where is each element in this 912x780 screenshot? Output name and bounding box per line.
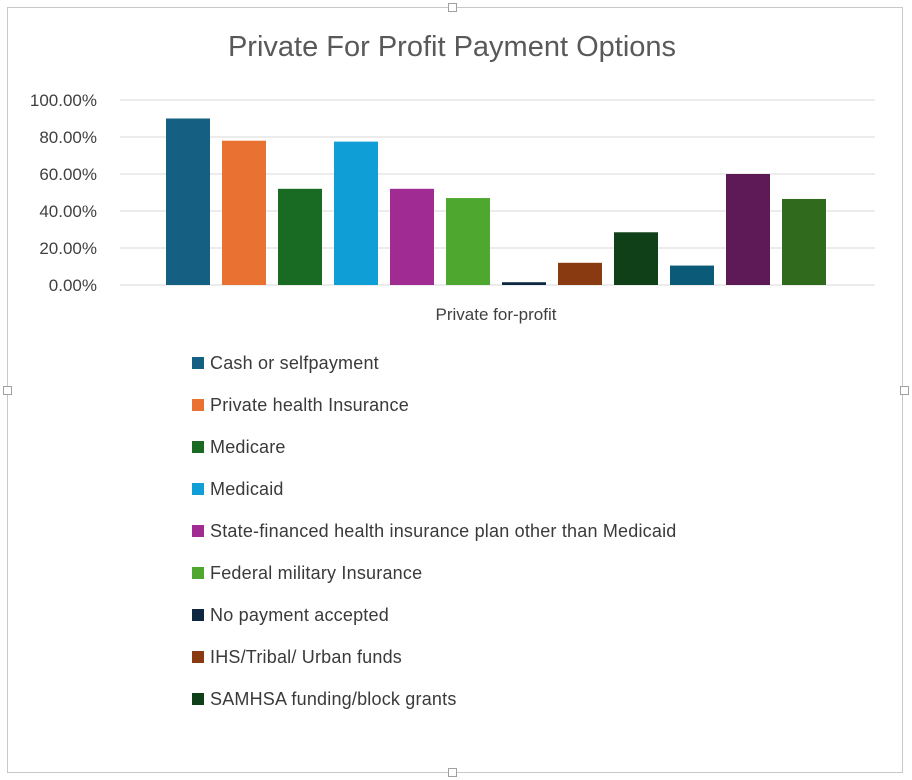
resize-handle-bottom[interactable] — [448, 768, 457, 777]
legend-entry[interactable]: State-financed health insurance plan oth… — [192, 519, 677, 543]
legend-entry[interactable]: IHS/Tribal/ Urban funds — [192, 645, 677, 669]
legend-entry[interactable]: Cash or selfpayment — [192, 351, 677, 375]
bar-6[interactable] — [502, 282, 546, 285]
x-axis-category-label: Private for-profit — [436, 305, 557, 324]
legend-swatch — [192, 483, 204, 495]
legend-label: State-financed health insurance plan oth… — [210, 520, 677, 541]
legend-entry[interactable]: Medicare — [192, 435, 677, 459]
bar-10[interactable] — [726, 174, 770, 285]
y-axis-tick-labels: 0.00% 20.00% 40.00% 60.00% 80.00% 100.00% — [30, 91, 97, 295]
bar-0[interactable] — [166, 118, 210, 286]
legend-label: Federal military Insurance — [210, 562, 423, 583]
legend-swatch — [192, 399, 204, 411]
bars — [166, 118, 826, 286]
y-tick-label: 100.00% — [30, 91, 97, 110]
legend-swatch — [192, 357, 204, 369]
bar-5[interactable] — [446, 198, 490, 285]
y-tick-label: 40.00% — [39, 202, 97, 221]
bar-4[interactable] — [390, 188, 434, 285]
legend-entry[interactable]: Private health Insurance — [192, 393, 677, 417]
y-tick-label: 20.00% — [39, 239, 97, 258]
legend-swatch — [192, 693, 204, 705]
legend-label: Private health Insurance — [210, 394, 409, 415]
chart-title: Private For Profit Payment Options — [228, 31, 676, 63]
legend-entry[interactable]: SAMHSA funding/block grants — [192, 687, 677, 711]
resize-handle-top[interactable] — [448, 3, 457, 12]
legend-label: Medicare — [210, 436, 286, 457]
legend: Cash or selfpayment Private health Insura… — [192, 351, 677, 729]
bar-7[interactable] — [558, 262, 602, 285]
legend-label: Cash or selfpayment — [210, 352, 379, 373]
legend-label: Medicaid — [210, 478, 284, 499]
bar-3[interactable] — [334, 141, 378, 285]
legend-swatch — [192, 567, 204, 579]
resize-handle-right[interactable] — [900, 386, 909, 395]
y-tick-label: 60.00% — [39, 165, 97, 184]
chart-frame[interactable] — [7, 7, 903, 773]
resize-handle-left[interactable] — [3, 386, 12, 395]
legend-label: SAMHSA funding/block grants — [210, 688, 457, 709]
legend-entry[interactable]: No payment accepted — [192, 603, 677, 627]
bar-11[interactable] — [782, 198, 826, 285]
legend-swatch — [192, 651, 204, 663]
y-tick-label: 0.00% — [49, 276, 97, 295]
legend-entry[interactable]: Medicaid — [192, 477, 677, 501]
bar-8[interactable] — [614, 232, 658, 285]
legend-label: No payment accepted — [210, 604, 389, 625]
legend-entry[interactable]: Federal military Insurance — [192, 561, 677, 585]
y-tick-label: 80.00% — [39, 128, 97, 147]
legend-swatch — [192, 441, 204, 453]
legend-swatch — [192, 609, 204, 621]
bar-1[interactable] — [222, 140, 266, 285]
legend-label: IHS/Tribal/ Urban funds — [210, 646, 403, 667]
legend-swatch — [192, 525, 204, 537]
bar-2[interactable] — [278, 188, 322, 285]
bar-9[interactable] — [670, 265, 714, 285]
